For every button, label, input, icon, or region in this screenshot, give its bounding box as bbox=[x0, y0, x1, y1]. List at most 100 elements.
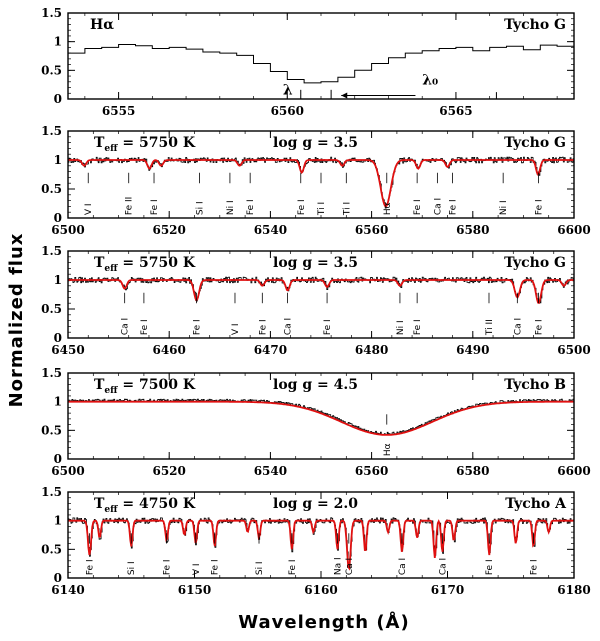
y-tick-label: 1 bbox=[54, 395, 62, 409]
line-id: Fe I bbox=[485, 533, 495, 575]
line-id-label: Fe I bbox=[258, 319, 268, 335]
teff-subscript: eff bbox=[104, 264, 118, 274]
line-id-label: Na I bbox=[333, 557, 343, 575]
teff-symbol: T bbox=[94, 377, 105, 393]
y-tick-label: 1 bbox=[54, 153, 62, 167]
line-id: Fe I bbox=[323, 292, 333, 335]
x-tick-label: 6500 bbox=[51, 464, 84, 478]
panel-label: Hα bbox=[90, 17, 114, 33]
star-label: Tycho G bbox=[504, 135, 566, 151]
line-id-label: Ca I bbox=[513, 318, 523, 335]
line-id-label: Ca I bbox=[345, 558, 355, 575]
line-id: Hα bbox=[383, 414, 393, 456]
y-tick-label: 1 bbox=[54, 514, 62, 528]
observed-spectrum bbox=[68, 276, 575, 304]
line-id-label: Fe I bbox=[530, 559, 540, 575]
line-id-label: Fe I bbox=[246, 199, 256, 215]
panel-frame bbox=[67, 130, 575, 219]
observed-spectrum bbox=[68, 44, 574, 84]
line-id: Fe I bbox=[140, 292, 150, 335]
line-id-label: Ti I bbox=[342, 202, 352, 216]
model-spectrum bbox=[68, 400, 574, 436]
line-id-label: Fe I bbox=[211, 559, 221, 575]
logg-label: log g = 3.5 bbox=[273, 135, 358, 151]
line-id-label: Fe I bbox=[86, 559, 96, 575]
teff-value: = 4750 K bbox=[118, 496, 196, 512]
x-tick-label: 6150 bbox=[178, 583, 211, 597]
panel-frame bbox=[67, 372, 575, 460]
x-tick-label: 6180 bbox=[557, 583, 590, 597]
teff-label: Teff = 7500 K bbox=[94, 377, 196, 396]
y-tick-label: 0 bbox=[54, 571, 62, 585]
line-id: Fe I bbox=[288, 533, 298, 575]
line-id-label: Hα bbox=[383, 443, 393, 456]
line-id: V I bbox=[84, 172, 94, 215]
line-id: Fe I bbox=[163, 533, 173, 575]
star-label: Tycho G bbox=[504, 17, 566, 33]
teff-value: = 5750 K bbox=[118, 255, 196, 271]
line-id-label: Fe I bbox=[413, 319, 423, 335]
x-tick-label: 6580 bbox=[456, 223, 489, 237]
y-axis-title: Normalized flux bbox=[6, 233, 27, 408]
star-label: Tycho B bbox=[504, 377, 566, 393]
line-id: Ni I bbox=[396, 292, 406, 335]
y-tick-label: 1 bbox=[54, 273, 62, 287]
line-id: Fe I bbox=[211, 533, 221, 575]
line-id-label: V I bbox=[231, 323, 241, 335]
line-id-label: Si I bbox=[196, 201, 206, 215]
teff-value: = 7500 K bbox=[118, 377, 196, 393]
y-tick-label: 0 bbox=[54, 92, 62, 106]
line-id-label: Fe I bbox=[323, 319, 333, 335]
line-id-label: Fe I bbox=[535, 199, 545, 215]
line-id: Fe I bbox=[258, 292, 268, 335]
x-tick-label: 6560 bbox=[271, 104, 304, 118]
line-id-label: Hα bbox=[383, 202, 393, 215]
line-id: Na I bbox=[333, 533, 343, 575]
x-tick-label: 6470 bbox=[254, 343, 287, 357]
panel-frame bbox=[67, 491, 575, 579]
shift-arrowhead bbox=[341, 92, 348, 99]
line-id-label: Fe I bbox=[163, 559, 173, 575]
line-id: Ti II bbox=[485, 292, 495, 336]
x-tick-label: 6490 bbox=[456, 343, 489, 357]
y-tick-label: 0.5 bbox=[41, 302, 62, 316]
logg-label: log g = 2.0 bbox=[273, 496, 358, 512]
line-id: Ti I bbox=[317, 172, 327, 216]
x-tick-label: 6520 bbox=[152, 464, 185, 478]
line-id-label: Si I bbox=[255, 561, 265, 575]
line-id-label: Ca I bbox=[438, 558, 448, 575]
y-tick-label: 1.5 bbox=[41, 244, 62, 258]
y-tick-label: 1.5 bbox=[41, 485, 62, 499]
line-id-label: Si I bbox=[127, 561, 137, 575]
line-id: Fe I bbox=[246, 172, 256, 215]
line-id: Ni I bbox=[226, 172, 236, 215]
line-id-label: Fe I bbox=[535, 319, 545, 335]
teff-subscript: eff bbox=[104, 505, 118, 515]
teff-subscript: eff bbox=[104, 144, 118, 154]
panel-1: 0 0.5 1 1.5 6555 6560 6565 λ λ₀ Hα Tycho G bbox=[41, 6, 575, 118]
line-id-label: V I bbox=[192, 563, 202, 575]
line-id-label: Fe I bbox=[288, 559, 298, 575]
line-id: Fe I bbox=[535, 292, 545, 335]
line-id-label: Fe I bbox=[150, 199, 160, 215]
line-id-label: Ca I bbox=[284, 318, 294, 335]
line-id: Ca I bbox=[433, 172, 443, 215]
teff-symbol: T bbox=[94, 255, 105, 271]
line-id-label: Ni I bbox=[226, 200, 236, 215]
teff-label: Teff = 5750 K bbox=[94, 135, 196, 154]
y-tick-label: 0 bbox=[54, 452, 62, 466]
line-id: Fe II bbox=[125, 172, 135, 215]
logg-label: log g = 4.5 bbox=[273, 377, 358, 393]
x-tick-label: 6580 bbox=[456, 464, 489, 478]
x-tick-label: 6160 bbox=[304, 583, 337, 597]
y-tick-label: 0 bbox=[54, 331, 62, 345]
y-tick-label: 1 bbox=[54, 35, 62, 49]
teff-value: = 5750 K bbox=[118, 135, 196, 151]
panel-4: 0 0.5 1 1.5 6500 6520 6540 6560 6580 6600 Hα Teff =… bbox=[41, 366, 591, 478]
line-id: Ca I bbox=[438, 533, 448, 575]
line-id: Ca I bbox=[345, 533, 355, 575]
line-id-label: Ti I bbox=[317, 202, 327, 216]
line-id-label: Fe I bbox=[297, 199, 307, 215]
x-tick-label: 6460 bbox=[152, 343, 185, 357]
model-spectrum bbox=[68, 279, 574, 305]
